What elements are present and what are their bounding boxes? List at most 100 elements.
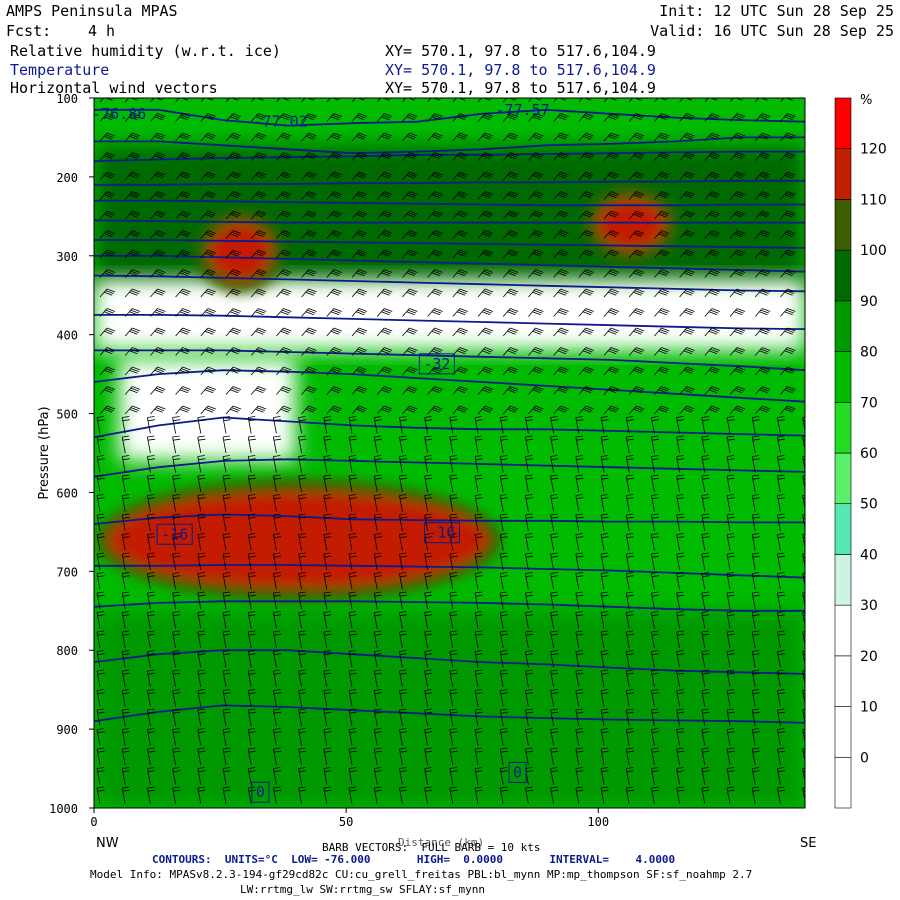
barb-flag — [449, 689, 457, 691]
barb-flag — [759, 155, 768, 160]
barb-flag — [273, 692, 282, 695]
barb-flag — [626, 552, 634, 555]
barb-flag — [258, 132, 267, 137]
wind-barb — [99, 288, 116, 298]
barb-flag — [535, 366, 544, 371]
wind-barb — [273, 416, 282, 434]
barb-flag — [584, 153, 593, 158]
wind-barb — [654, 327, 670, 337]
barb-flag — [122, 669, 130, 672]
barb-flag — [155, 407, 165, 411]
barb-flag — [399, 786, 407, 789]
barb-staff — [701, 670, 706, 688]
barb-flag — [281, 368, 291, 372]
wind-barb — [477, 113, 494, 122]
barb-flag — [701, 689, 709, 691]
barb-flag — [280, 194, 289, 199]
barb-staff — [525, 787, 529, 805]
wind-barb — [373, 747, 382, 766]
barb-flag — [248, 630, 256, 633]
barb-flag — [222, 474, 231, 477]
barb-flag — [752, 536, 760, 539]
barb-flag — [356, 194, 365, 199]
barb-flag — [777, 533, 785, 535]
barb-flag — [147, 474, 155, 477]
barb-flag — [760, 192, 769, 197]
barb-flag — [122, 494, 130, 496]
barb-flag — [785, 98, 793, 101]
wind-barb — [172, 708, 181, 727]
wind-barb — [250, 230, 267, 239]
wind-barb — [124, 249, 141, 259]
barb-flag — [330, 135, 340, 140]
barb-flag — [459, 386, 468, 390]
barb-flag — [154, 116, 163, 121]
barb-flag — [651, 552, 659, 555]
barb-flag — [803, 654, 805, 656]
wind-barb — [399, 689, 408, 707]
barb-flag — [273, 455, 281, 457]
barb-flag — [525, 708, 533, 711]
barb-flag — [686, 269, 695, 273]
colorbar-bin — [834, 756, 852, 809]
barb-flag — [172, 533, 180, 535]
barb-flag — [710, 329, 719, 333]
barb-flag — [450, 575, 458, 578]
wind-barb — [603, 288, 620, 298]
barb-flag — [533, 98, 541, 101]
rh-core — [209, 224, 271, 280]
wind-barb — [273, 533, 282, 551]
barb-flag — [333, 288, 342, 293]
barb-flag — [659, 348, 669, 353]
barb-flag — [358, 132, 368, 137]
barb-staff — [550, 456, 554, 473]
barb-flag — [636, 405, 645, 410]
barb-flag — [803, 478, 805, 480]
wind-barb — [424, 650, 433, 668]
barb-flag — [147, 653, 156, 656]
barb-flag — [406, 408, 415, 413]
barb-flag — [702, 594, 710, 597]
barb-staff — [751, 592, 756, 610]
barb-staff — [147, 670, 151, 688]
barb-staff — [121, 729, 126, 746]
barb-flag — [256, 407, 265, 411]
wind-barb — [427, 386, 443, 395]
barb-flag — [585, 171, 594, 176]
barb-flag — [256, 212, 265, 216]
barb-flag — [802, 689, 805, 691]
barb-flag — [759, 116, 768, 121]
barb-flag — [558, 98, 566, 101]
barb-flag — [324, 594, 332, 597]
wind-barb — [276, 113, 292, 122]
barb-flag — [727, 731, 735, 734]
barb-flag — [406, 155, 415, 160]
barb-flag — [173, 477, 181, 480]
barb-flag — [585, 308, 594, 312]
barb-staff — [651, 436, 655, 454]
barb-flag — [374, 692, 382, 695]
barb-flag — [256, 368, 265, 372]
wind-barb — [99, 405, 116, 415]
barb-flag — [535, 132, 544, 137]
barb-flag — [298, 786, 306, 789]
wind-barb — [96, 630, 105, 649]
barb-flag — [474, 708, 483, 711]
barb-flag — [207, 366, 216, 371]
barb-staff — [172, 729, 176, 746]
barb-flag — [399, 497, 408, 500]
wind-barb — [200, 366, 216, 376]
barb-staff — [351, 98, 357, 103]
colorbar-bin — [834, 401, 852, 454]
barb-flag — [308, 269, 317, 273]
barb-flag — [609, 173, 618, 177]
barb-flag — [450, 555, 458, 558]
field-xy-wind: XY= 570.1, 97.8 to 517.6,104.9 — [385, 79, 656, 97]
barb-flag — [633, 116, 642, 121]
barb-flag — [735, 173, 744, 177]
wind-barb — [777, 552, 786, 571]
wind-barb — [553, 152, 569, 161]
barb-flag — [324, 614, 332, 617]
wind-barb — [550, 591, 559, 610]
wind-barb — [474, 689, 483, 707]
